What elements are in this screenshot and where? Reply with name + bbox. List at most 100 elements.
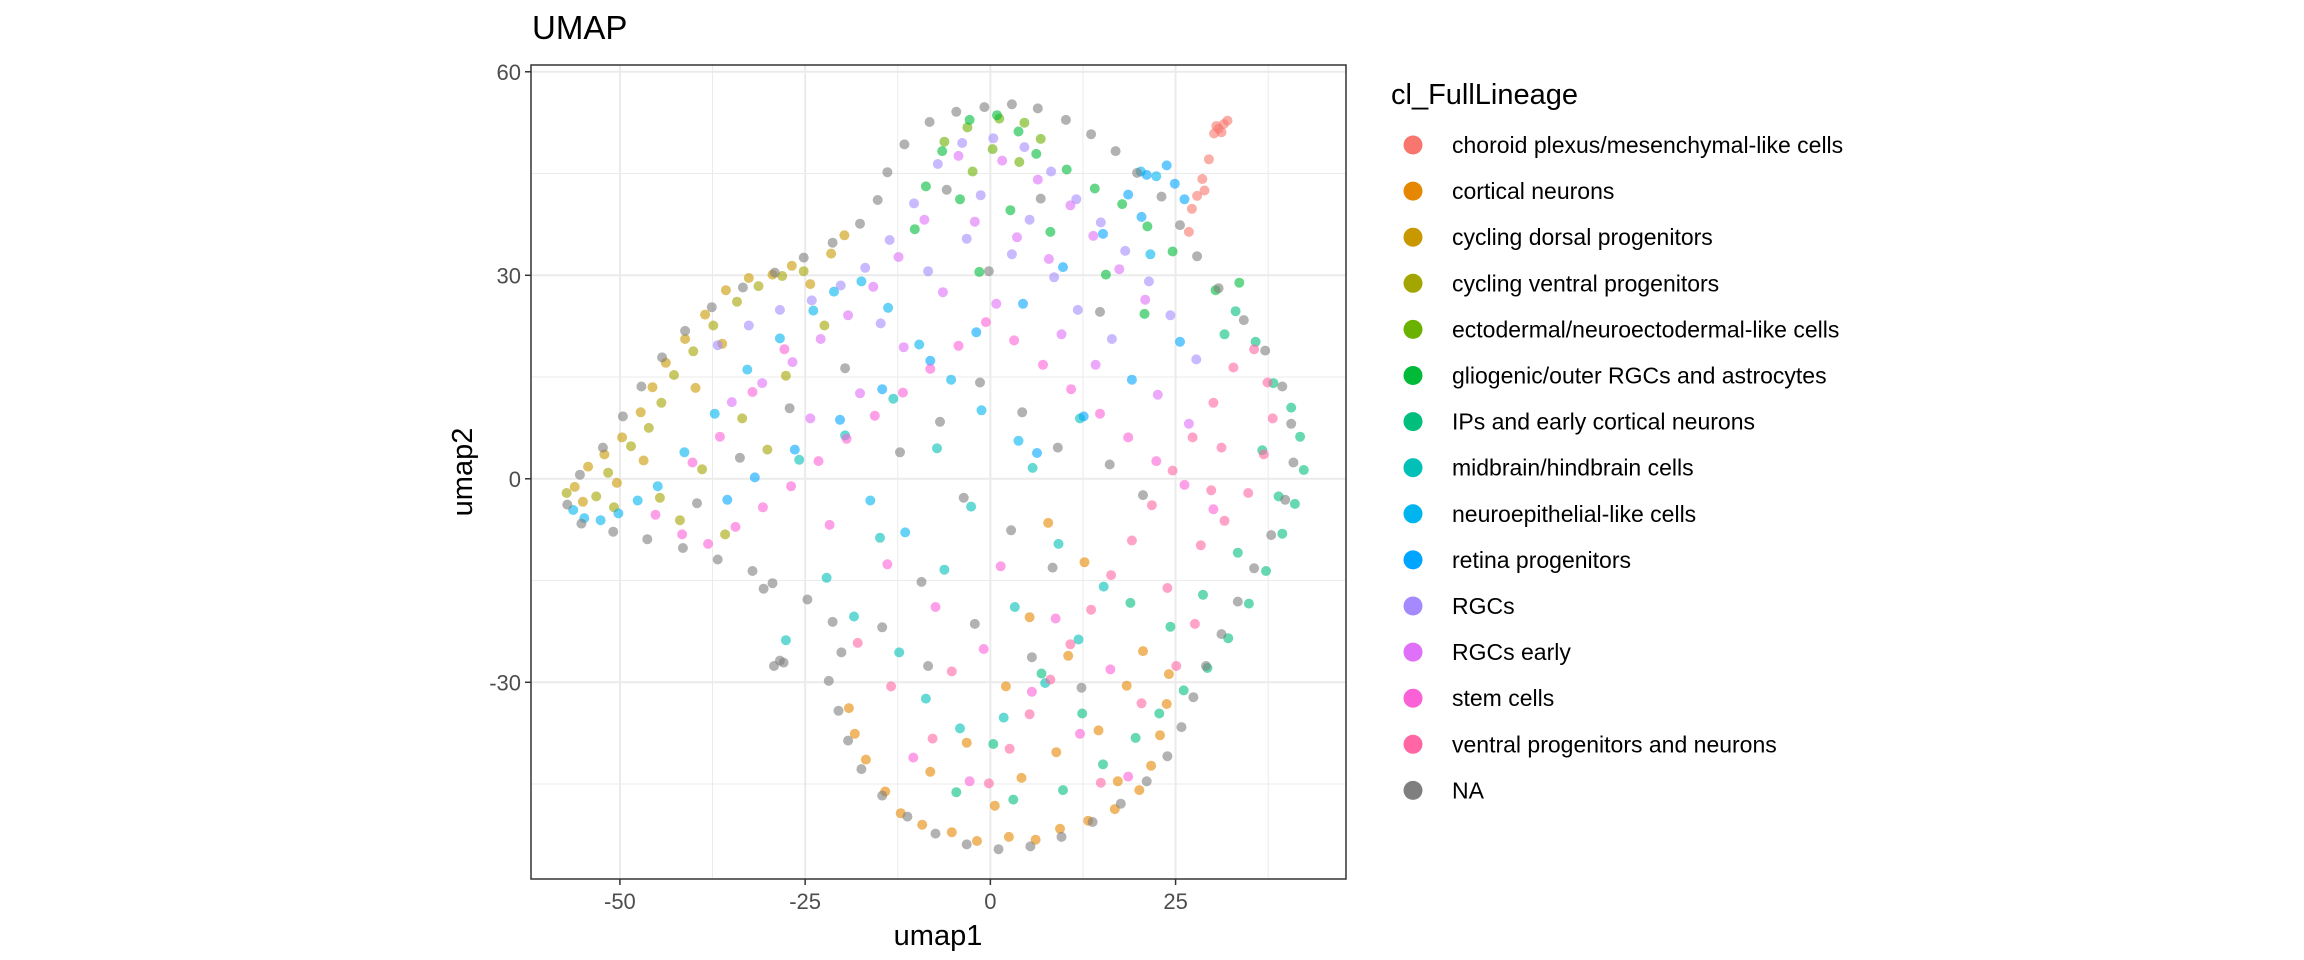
- data-point: [1286, 402, 1297, 413]
- data-point: [1211, 121, 1222, 131]
- data-point: [677, 529, 688, 540]
- data-point: [1100, 269, 1111, 280]
- data-point: [1250, 336, 1261, 347]
- data-point: [1123, 432, 1134, 443]
- series-11: [726, 150, 1194, 429]
- data-point: [1238, 315, 1249, 326]
- data-point: [1061, 164, 1072, 175]
- data-point: [886, 681, 897, 692]
- data-point: [574, 469, 585, 480]
- series-9: [722, 160, 1190, 505]
- data-point: [1036, 668, 1047, 679]
- data-point: [1156, 191, 1167, 202]
- data-point: [843, 310, 854, 321]
- data-point: [882, 559, 893, 570]
- data-point: [1130, 732, 1141, 743]
- legend-label: choroid plexus/mesenchymal-like cells: [1452, 132, 1843, 158]
- data-point: [855, 388, 865, 399]
- y-tick-label: 60: [497, 60, 521, 85]
- data-point: [829, 286, 839, 297]
- data-point: [869, 410, 880, 421]
- y-axis-title: umap2: [447, 428, 479, 517]
- data-point: [1189, 618, 1200, 629]
- data-point: [1219, 329, 1230, 340]
- data-point: [872, 195, 883, 205]
- data-point: [1192, 190, 1203, 201]
- x-axis: -50 -25 0 25: [604, 879, 1188, 914]
- data-point: [855, 218, 865, 229]
- data-point: [823, 675, 834, 686]
- data-point: [935, 416, 945, 427]
- data-point: [722, 494, 733, 505]
- data-point: [674, 515, 685, 526]
- data-point: [894, 647, 905, 658]
- legend-key: [1403, 504, 1423, 524]
- data-point: [1024, 214, 1035, 225]
- data-point: [780, 635, 791, 646]
- data-point: [1087, 817, 1098, 827]
- data-point: [784, 403, 795, 414]
- legend-item: choroid plexus/mesenchymal-like cells: [1403, 132, 1843, 158]
- data-point: [1126, 374, 1137, 385]
- data-point: [1106, 570, 1117, 581]
- data-point: [743, 320, 754, 331]
- data-point: [924, 117, 935, 127]
- data-point: [1143, 276, 1154, 287]
- data-point: [1178, 685, 1189, 696]
- data-point: [998, 712, 1009, 723]
- data-point: [749, 472, 760, 483]
- legend-label: midbrain/hindbrain cells: [1452, 455, 1694, 481]
- data-point: [679, 447, 690, 458]
- data-point: [1065, 200, 1076, 211]
- data-point: [1055, 823, 1065, 834]
- data-point: [860, 754, 871, 765]
- data-point: [987, 144, 998, 155]
- data-point: [757, 378, 768, 389]
- data-point: [875, 318, 886, 329]
- data-point: [1195, 540, 1206, 551]
- data-point: [577, 496, 588, 507]
- y-tick-label: 0: [509, 467, 521, 492]
- data-point: [680, 325, 691, 336]
- data-point: [975, 377, 985, 388]
- data-point: [1154, 708, 1165, 719]
- series-0: [1183, 115, 1233, 237]
- data-point: [1183, 226, 1194, 237]
- data-point: [714, 431, 725, 442]
- plot-border: [530, 64, 1347, 880]
- legend-item: RGCs early: [1403, 639, 1571, 665]
- legend: choroid plexus/mesenchymal-like cells cor…: [1403, 132, 1843, 803]
- data-point: [1090, 359, 1101, 370]
- data-point: [1141, 776, 1152, 787]
- data-point: [955, 723, 965, 734]
- data-point: [632, 495, 643, 506]
- data-point: [914, 339, 925, 350]
- data-point: [708, 320, 719, 331]
- data-point: [617, 432, 628, 443]
- data-point: [988, 739, 999, 749]
- data-point: [1232, 596, 1243, 607]
- data-point: [720, 529, 731, 540]
- data-point: [805, 279, 816, 290]
- series-8: [568, 166, 1162, 538]
- data-point: [813, 456, 824, 467]
- data-point: [1095, 408, 1105, 419]
- y-tick-label: 30: [497, 263, 521, 288]
- legend-key: [1403, 550, 1423, 570]
- data-point: [865, 495, 876, 506]
- data-point: [1105, 664, 1116, 675]
- data-point: [794, 454, 805, 465]
- data-point: [860, 262, 871, 273]
- data-point: [932, 159, 943, 169]
- data-point: [1005, 205, 1016, 216]
- data-point: [769, 267, 780, 278]
- data-point: [958, 492, 969, 503]
- data-point: [1019, 142, 1030, 153]
- data-point: [1056, 329, 1067, 340]
- data-point: [964, 776, 975, 787]
- data-point: [925, 766, 936, 777]
- data-point: [1208, 504, 1219, 515]
- data-point: [1125, 597, 1136, 608]
- data-point: [1032, 174, 1043, 185]
- data-point: [930, 602, 941, 612]
